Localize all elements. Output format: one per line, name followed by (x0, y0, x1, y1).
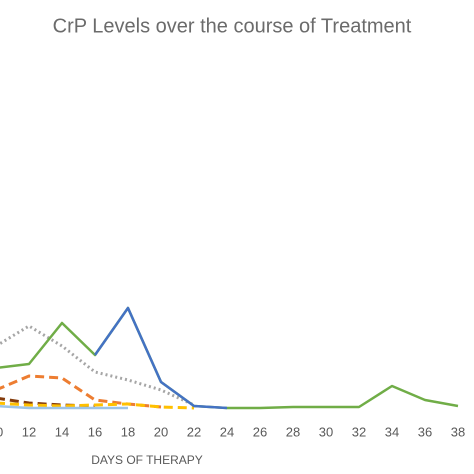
x-tick-label: 32 (352, 424, 366, 439)
x-tick-label: 12 (22, 424, 36, 439)
x-tick-label: 36 (418, 424, 432, 439)
chart-title: CrP Levels over the course of Treatment (53, 15, 412, 37)
x-tick-label: 30 (319, 424, 333, 439)
series-line (93, 306, 228, 410)
x-tick-label: 16 (88, 424, 102, 439)
series-line (0, 374, 162, 409)
x-tick-label: 34 (385, 424, 399, 439)
x-tick-label: 20 (154, 424, 168, 439)
x-tick-label: 28 (286, 424, 300, 439)
x-tick-label: 24 (220, 424, 234, 439)
series-line (0, 306, 459, 410)
x-tick-label: 10 (0, 424, 3, 439)
x-tick-label: 38 (451, 424, 465, 439)
series-line (0, 401, 195, 410)
x-tick-label: 14 (55, 424, 69, 439)
x-tick-label: 22 (187, 424, 201, 439)
x-axis-title: DAYS OF THERAPY (91, 453, 203, 467)
x-tick-label: 18 (121, 424, 135, 439)
series-line (0, 404, 128, 410)
series-line (0, 324, 195, 407)
x-tick-label: 26 (253, 424, 267, 439)
